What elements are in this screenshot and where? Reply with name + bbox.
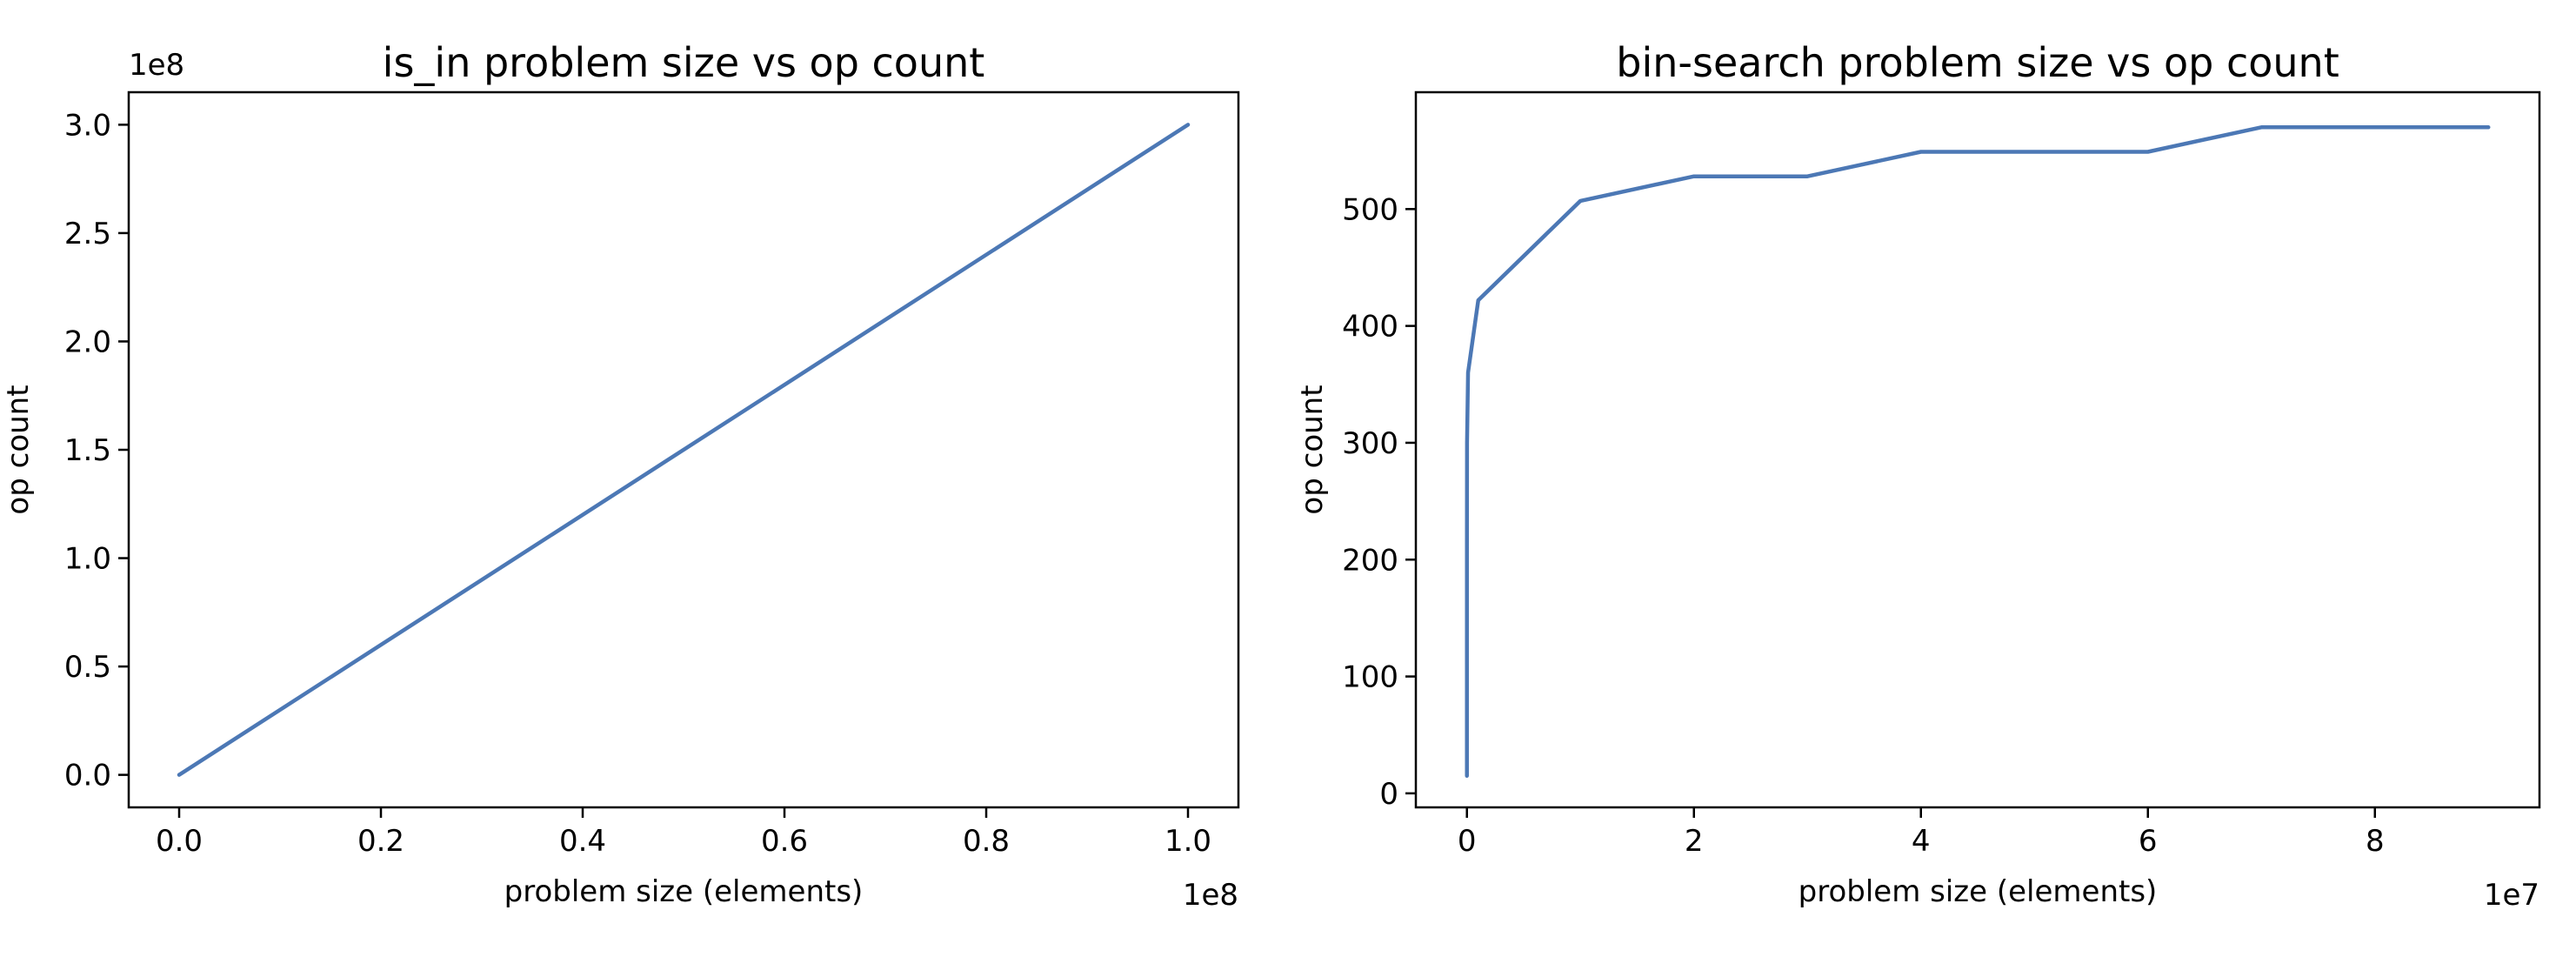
- chart2-series-line-1: [1465, 125, 2491, 778]
- chart1-y-tick-label: 3.0: [64, 108, 111, 143]
- chart1: is_in problem size vs op count 0.0 0.2 0.4 0…: [1, 39, 1240, 913]
- chart1-x-tick-label: 0.2: [357, 824, 404, 859]
- chart1-x-tick-label: 0.6: [761, 824, 808, 859]
- chart1-title: is_in problem size vs op count: [383, 39, 985, 86]
- chart2-title: bin-search problem size vs op count: [1616, 39, 2339, 86]
- chart2-y-axis-label: op count: [1295, 385, 1330, 514]
- chart2-y-tick-label: 0: [1379, 777, 1398, 812]
- chart1-series-line-1: [177, 123, 1191, 777]
- chart2-y-tick-label: 100: [1342, 660, 1398, 695]
- chart2-x-tick-label: 0: [1458, 824, 1477, 859]
- chart1-x-tick-label: 1.0: [1165, 824, 1211, 859]
- chart1-x-offset-label: 1e8: [1183, 878, 1238, 913]
- chart1-y-tick-label: 2.0: [64, 325, 111, 359]
- chart2-x-tick-label: 6: [2139, 824, 2158, 859]
- chart1-y-tick-label: 2.5: [64, 217, 111, 251]
- chart1-y-tick-label: 1.0: [64, 542, 111, 577]
- chart2-y-tick-label: 500: [1342, 192, 1398, 227]
- chart2-x-tick-label: 4: [1912, 824, 1931, 859]
- chart1-y-tick-label: 0.0: [64, 759, 111, 793]
- chart1-y-offset-label: 1e8: [129, 48, 184, 83]
- chart1-x-tick-label: 0.8: [963, 824, 1010, 859]
- chart2-y-tick-label: 400: [1342, 310, 1398, 345]
- chart2-x-tick-label: 2: [1685, 824, 1704, 859]
- chart2-y-tick-label: 300: [1342, 426, 1398, 461]
- chart1-x-tick-label: 0.0: [156, 824, 203, 859]
- chart2-x-axis-label: problem size (elements): [1799, 874, 2158, 909]
- chart2-x-tick-label: 8: [2366, 824, 2385, 859]
- chart1-y-tick-label: 0.5: [64, 650, 111, 685]
- chart1-x-tick-label: 0.4: [559, 824, 606, 859]
- chart2-y-tick-label: 200: [1342, 543, 1398, 578]
- chart1-x-axis-label: problem size (elements): [504, 874, 864, 909]
- chart2: bin-search problem size vs op count 0 2 4 6 8…: [1295, 39, 2541, 913]
- chart1-y-axis-label: op count: [1, 385, 36, 514]
- chart2-x-offset-label: 1e7: [2484, 878, 2539, 913]
- chart1-y-tick-label: 1.5: [64, 433, 111, 468]
- chart2-plot-frame: [1414, 90, 2541, 809]
